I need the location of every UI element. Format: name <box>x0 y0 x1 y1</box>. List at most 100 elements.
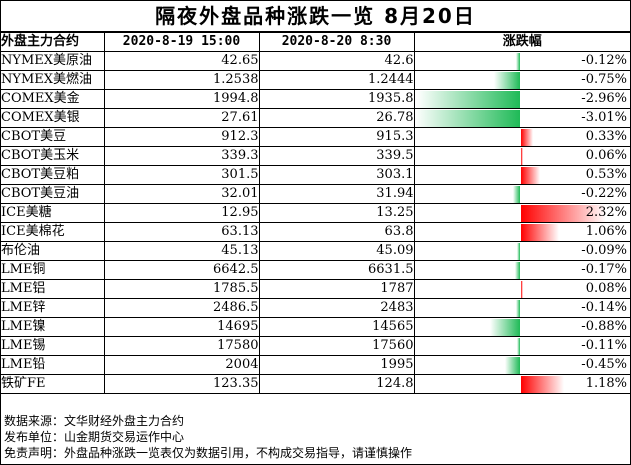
change-label: -0.09% <box>581 243 627 258</box>
table-row: CBOT美豆粕 301.5 303.1 0.53% <box>1 165 630 185</box>
row-value-date2: 915.3 <box>258 127 415 147</box>
row-name: 布伦油 <box>1 241 105 261</box>
row-value-date2: 124.8 <box>258 374 415 394</box>
change-bar <box>489 319 521 336</box>
table-row: CBOT美豆油 32.01 31.94 -0.22% <box>1 184 630 204</box>
row-name: COMEX美银 <box>1 108 105 128</box>
change-label: -0.14% <box>581 300 627 315</box>
row-value-date2: 31.94 <box>258 184 415 204</box>
row-change-cell: 1.06% <box>413 222 630 242</box>
row-change-cell: -0.11% <box>413 336 630 356</box>
table-row: 铁矿FE 123.35 124.8 1.18% <box>1 374 630 394</box>
row-value-date1: 42.65 <box>103 51 260 71</box>
change-label: 1.18% <box>585 376 627 391</box>
change-bar <box>520 129 533 146</box>
row-value-date1: 339.3 <box>103 146 260 166</box>
row-value-date2: 17560 <box>258 336 415 356</box>
change-bar <box>417 91 521 108</box>
table-row: NYMEX美燃油 1.2538 1.2444 -0.75% <box>1 70 630 90</box>
change-bar <box>520 376 564 393</box>
change-label: 0.06% <box>585 148 627 163</box>
row-value-date2: 1995 <box>258 355 415 375</box>
table-row: CBOT美豆 912.3 915.3 0.33% <box>1 127 630 147</box>
row-change-cell: -0.75% <box>413 70 630 90</box>
change-label: -0.88% <box>581 319 627 334</box>
row-value-date1: 1.2538 <box>103 70 260 90</box>
row-name: LME锡 <box>1 336 105 356</box>
row-name: NYMEX美燃油 <box>1 70 105 90</box>
row-value-date1: 6642.5 <box>103 260 260 280</box>
change-label: -0.12% <box>581 53 627 68</box>
header-row: 外盘主力合约 2020-8-19 15:00 2020-8-20 8:30 涨跌… <box>1 32 630 52</box>
row-value-date1: 27.61 <box>103 108 260 128</box>
footer-source: 数据来源：文华财经外盘主力合约 <box>4 414 185 428</box>
table-row: ICE美糖 12.95 13.25 2.32% <box>1 203 630 223</box>
row-value-date2: 1935.8 <box>258 89 415 109</box>
change-label: -3.01% <box>581 110 627 125</box>
row-value-date1: 45.13 <box>103 241 260 261</box>
row-value-date1: 301.5 <box>103 165 260 185</box>
row-value-date2: 26.78 <box>258 108 415 128</box>
change-label: -0.17% <box>581 262 627 277</box>
row-value-date2: 14565 <box>258 317 415 337</box>
change-label: -0.11% <box>581 338 627 353</box>
change-label: -0.22% <box>581 186 627 201</box>
row-name: CBOT美玉米 <box>1 146 105 166</box>
row-value-date1: 63.13 <box>103 222 260 242</box>
row-name: ICE美糖 <box>1 203 105 223</box>
row-value-date1: 17580 <box>103 336 260 356</box>
row-name: CBOT美豆粕 <box>1 165 105 185</box>
change-bar <box>520 281 524 298</box>
row-value-date1: 14695 <box>103 317 260 337</box>
row-value-date2: 2483 <box>258 298 415 318</box>
row-value-date1: 32.01 <box>103 184 260 204</box>
table-row: LME锡 17580 17560 -0.11% <box>1 336 630 356</box>
row-value-date2: 339.5 <box>258 146 415 166</box>
row-value-date2: 1787 <box>258 279 415 299</box>
row-value-date1: 12.95 <box>103 203 260 223</box>
row-change-cell: -0.09% <box>413 241 630 261</box>
row-change-cell: -3.01% <box>413 108 630 128</box>
change-bar <box>520 148 523 165</box>
row-name: LME铅 <box>1 355 105 375</box>
change-bar <box>504 357 521 374</box>
footer-disclaimer: 免责声明：外盘品种涨跌一览表仅为数据引用，不构成交易指导，请谨慎操作 <box>4 446 413 460</box>
table-row: LME铝 1785.5 1787 0.08% <box>1 279 630 299</box>
row-change-cell: -0.12% <box>413 51 630 71</box>
change-bar <box>512 186 521 203</box>
table-row: 布伦油 45.13 45.09 -0.09% <box>1 241 630 261</box>
table-row: COMEX美金 1994.8 1935.8 -2.96% <box>1 89 630 109</box>
row-value-date1: 123.35 <box>103 374 260 394</box>
change-bar <box>520 167 540 184</box>
row-value-date2: 6631.5 <box>258 260 415 280</box>
row-value-date1: 912.3 <box>103 127 260 147</box>
table-row: LME镍 14695 14565 -0.88% <box>1 317 630 337</box>
row-change-cell: 2.32% <box>413 203 630 223</box>
row-change-cell: -0.17% <box>413 260 630 280</box>
row-name: LME锌 <box>1 298 105 318</box>
row-name: LME铝 <box>1 279 105 299</box>
row-change-cell: 0.08% <box>413 279 630 299</box>
change-bar <box>516 53 521 70</box>
row-value-date2: 45.09 <box>258 241 415 261</box>
row-change-cell: -0.14% <box>413 298 630 318</box>
change-bar <box>514 262 521 279</box>
row-change-cell: -0.45% <box>413 355 630 375</box>
change-bar <box>517 243 521 260</box>
chart-title: 隔夜外盘品种涨跌一览 8月20日 <box>1 1 630 32</box>
row-change-cell: -2.96% <box>413 89 630 109</box>
table-row: ICE美棉花 63.13 63.8 1.06% <box>1 222 630 242</box>
change-bar <box>415 110 521 127</box>
change-bar <box>494 72 521 89</box>
header-change: 涨跌幅 <box>413 32 630 52</box>
change-label: -0.75% <box>581 72 627 87</box>
table-row: COMEX美银 27.61 26.78 -3.01% <box>1 108 630 128</box>
header-name: 外盘主力合约 <box>1 32 105 52</box>
row-name: LME铜 <box>1 260 105 280</box>
row-change-cell: 0.33% <box>413 127 630 147</box>
row-change-cell: 0.53% <box>413 165 630 185</box>
table-row: LME锌 2486.5 2483 -0.14% <box>1 298 630 318</box>
row-change-cell: 0.06% <box>413 146 630 166</box>
row-name: NYMEX美原油 <box>1 51 105 71</box>
